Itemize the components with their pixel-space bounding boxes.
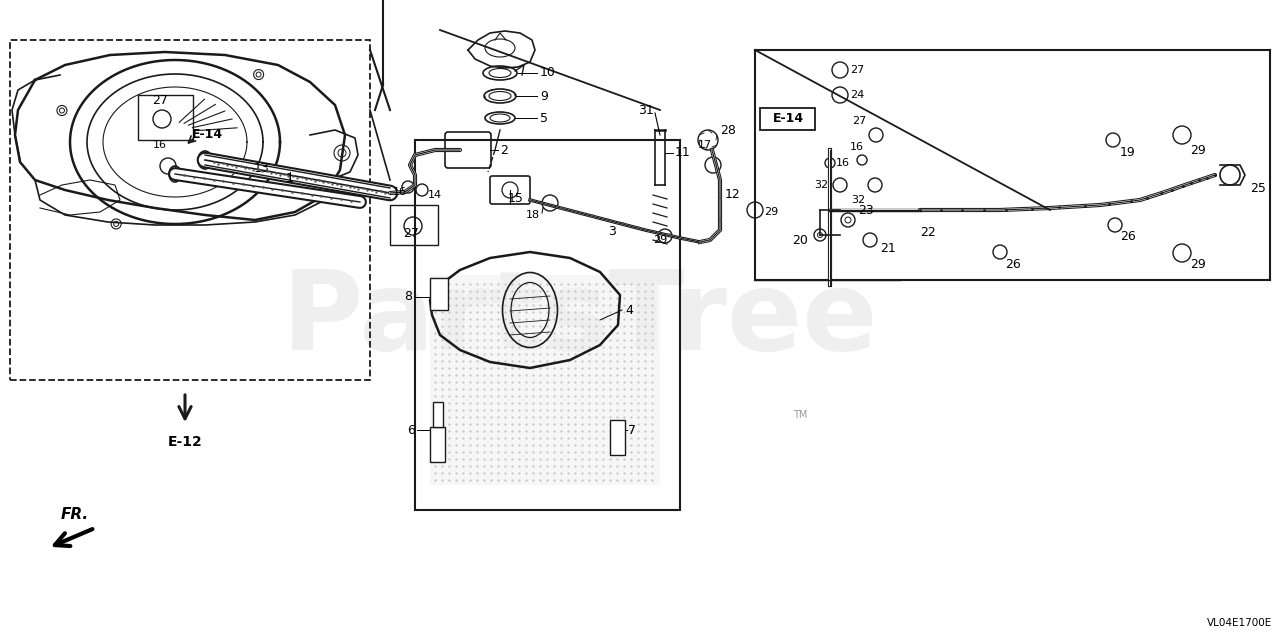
Text: 20: 20 <box>792 234 808 246</box>
Text: 21: 21 <box>881 241 896 255</box>
Text: 14: 14 <box>428 190 442 200</box>
Bar <box>760 108 815 130</box>
Text: 5: 5 <box>540 111 548 125</box>
Text: 27: 27 <box>851 116 867 126</box>
Text: 6: 6 <box>407 424 415 436</box>
Text: 3: 3 <box>608 225 616 238</box>
Bar <box>433 402 443 427</box>
Bar <box>430 427 445 462</box>
Text: 29: 29 <box>653 235 667 245</box>
Text: PartsTree: PartsTree <box>282 266 878 374</box>
Bar <box>611 420 625 455</box>
Text: 17: 17 <box>698 140 712 150</box>
Text: 11: 11 <box>675 147 691 159</box>
Text: 16: 16 <box>850 142 864 152</box>
Text: 27: 27 <box>152 93 168 106</box>
Text: 25: 25 <box>1251 182 1266 195</box>
Text: 10: 10 <box>540 67 556 79</box>
Text: 1: 1 <box>285 172 294 185</box>
Text: VL04E1700E: VL04E1700E <box>1207 618 1272 628</box>
Text: 29: 29 <box>764 207 778 217</box>
Text: 32: 32 <box>851 195 865 205</box>
Text: E-14: E-14 <box>772 113 804 125</box>
Text: 26: 26 <box>1005 259 1020 271</box>
Text: 29: 29 <box>1190 143 1206 157</box>
Text: 15: 15 <box>508 192 524 205</box>
Text: 4: 4 <box>625 303 632 317</box>
Text: 22: 22 <box>920 225 936 239</box>
Text: 24: 24 <box>850 90 864 100</box>
Text: 26: 26 <box>1120 230 1135 243</box>
Text: E-12: E-12 <box>168 435 202 449</box>
Text: 16: 16 <box>393 187 407 197</box>
Text: 32: 32 <box>814 180 828 190</box>
Text: 8: 8 <box>404 291 412 303</box>
Text: 16: 16 <box>154 140 166 150</box>
Text: TM: TM <box>792 410 808 420</box>
Text: 19: 19 <box>1120 145 1135 159</box>
Text: 9: 9 <box>540 90 548 102</box>
Bar <box>430 278 448 310</box>
Bar <box>390 205 438 245</box>
Text: 18: 18 <box>526 210 540 220</box>
Text: 27: 27 <box>850 65 864 75</box>
Text: 23: 23 <box>858 204 874 216</box>
Bar <box>415 140 680 510</box>
Text: 29: 29 <box>1190 259 1206 271</box>
Text: 12: 12 <box>724 189 741 202</box>
Text: 7: 7 <box>628 424 636 436</box>
Bar <box>10 40 370 380</box>
Bar <box>138 95 193 140</box>
Bar <box>430 275 660 485</box>
Text: 2: 2 <box>500 143 508 157</box>
Text: 27: 27 <box>403 227 419 240</box>
Text: 13: 13 <box>255 162 270 175</box>
Text: 16: 16 <box>836 158 850 168</box>
Text: 31: 31 <box>639 104 654 116</box>
Text: E-14: E-14 <box>192 129 223 141</box>
Text: 28: 28 <box>719 124 736 136</box>
Text: FR.: FR. <box>61 507 90 522</box>
